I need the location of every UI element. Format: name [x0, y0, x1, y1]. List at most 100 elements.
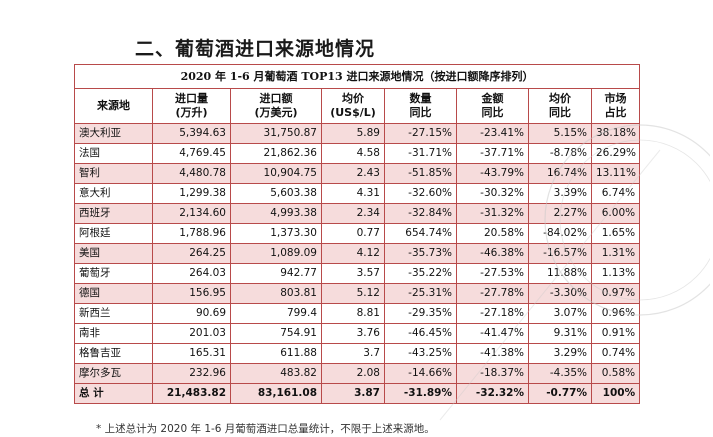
cell-price: 2.08 [321, 363, 385, 384]
table-row: 南非 201.03 754.91 3.76 -46.45% -41.47% 9.31% 0.9… [74, 323, 641, 344]
column-header-line1: 进口额 [259, 92, 293, 105]
cell-origin: 西班牙 [74, 203, 153, 224]
column-header-line2: 同比 [549, 106, 571, 119]
table-row: 智利 4,480.78 10,904.75 2.43 -51.85% -43.79% 16.… [74, 163, 641, 184]
cell-volume: 264.25 [152, 243, 231, 264]
cell-value: 31,750.87 [230, 123, 322, 144]
total-cell-share: 100% [590, 383, 641, 404]
cell-vol-yoy: -27.15% [384, 123, 457, 144]
cell-val-yoy: -18.37% [456, 363, 529, 384]
cell-price-yoy: 3.29% [528, 343, 592, 364]
total-cell-val-yoy: -32.32% [456, 383, 529, 404]
total-cell-vol-yoy: -31.89% [384, 383, 457, 404]
cell-value: 21,862.36 [230, 143, 322, 164]
cell-share: 0.91% [590, 323, 641, 344]
cell-val-yoy: -46.38% [456, 243, 529, 264]
table-row: 阿根廷 1,788.96 1,373.30 0.77 654.74% 20.58% -84.… [74, 223, 641, 244]
cell-price-yoy: -4.35% [528, 363, 592, 384]
cell-volume: 1,299.38 [152, 183, 231, 204]
cell-price: 2.34 [321, 203, 385, 224]
table-row: 美国 264.25 1,089.09 4.12 -35.73% -46.38% -16.57… [74, 243, 641, 264]
cell-volume: 201.03 [152, 323, 231, 344]
import-table-container: 2020 年 1-6 月葡萄酒 TOP13 进口来源地情况（按进口额降序排列） … [73, 64, 641, 404]
cell-vol-yoy: -32.84% [384, 203, 457, 224]
cell-value: 799.4 [230, 303, 322, 324]
cell-price-yoy: 3.39% [528, 183, 592, 204]
column-header: 进口量 (万升) [152, 88, 231, 124]
cell-val-yoy: -30.32% [456, 183, 529, 204]
cell-value: 5,603.38 [230, 183, 322, 204]
total-cell-price: 3.87 [321, 383, 385, 404]
cell-price: 3.7 [321, 343, 385, 364]
table-title: 2020 年 1-6 月葡萄酒 TOP13 进口来源地情况（按进口额降序排列） [73, 64, 641, 89]
column-header: 均价 (US$/L) [321, 88, 385, 124]
cell-volume: 1,788.96 [152, 223, 231, 244]
cell-price-yoy: 5.15% [528, 123, 592, 144]
import-origin-table: 2020 年 1-6 月葡萄酒 TOP13 进口来源地情况（按进口额降序排列） … [73, 64, 641, 404]
column-header-line2: (US$/L) [330, 106, 376, 119]
table-row: 法国 4,769.45 21,862.36 4.58 -31.71% -37.71% -8.… [74, 143, 641, 164]
cell-price: 3.76 [321, 323, 385, 344]
cell-val-yoy: -31.32% [456, 203, 529, 224]
column-header-line2: (万美元) [254, 106, 298, 119]
cell-val-yoy: -41.47% [456, 323, 529, 344]
cell-volume: 165.31 [152, 343, 231, 364]
column-header: 金额 同比 [456, 88, 529, 124]
cell-share: 0.97% [590, 283, 641, 304]
cell-value: 483.82 [230, 363, 322, 384]
cell-vol-yoy: -14.66% [384, 363, 457, 384]
cell-val-yoy: -41.38% [456, 343, 529, 364]
total-cell-price-yoy: -0.77% [528, 383, 592, 404]
column-header-line2: (万升) [175, 106, 208, 119]
cell-share: 1.13% [590, 263, 641, 284]
cell-price: 8.81 [321, 303, 385, 324]
column-header-line1: 金额 [481, 92, 504, 105]
table-row: 西班牙 2,134.60 4,993.38 2.34 -32.84% -31.32% 2.2… [74, 203, 641, 224]
cell-vol-yoy: -35.73% [384, 243, 457, 264]
cell-val-yoy: -27.18% [456, 303, 529, 324]
cell-vol-yoy: -35.22% [384, 263, 457, 284]
column-header-line2: 占比 [604, 106, 627, 119]
cell-share: 0.58% [590, 363, 641, 384]
cell-volume: 2,134.60 [152, 203, 231, 224]
cell-price-yoy: -16.57% [528, 243, 592, 264]
total-row: 总 计 21,483.82 83,161.08 3.87 -31.89% -32.32% -… [74, 383, 641, 404]
cell-price: 5.12 [321, 283, 385, 304]
cell-price: 4.12 [321, 243, 385, 264]
cell-share: 1.65% [590, 223, 641, 244]
cell-volume: 4,480.78 [152, 163, 231, 184]
column-header-line1: 进口量 [175, 92, 208, 105]
cell-val-yoy: 20.58% [456, 223, 529, 244]
cell-volume: 264.03 [152, 263, 231, 284]
cell-price-yoy: -3.30% [528, 283, 592, 304]
column-header: 市场 占比 [590, 88, 641, 124]
cell-val-yoy: -43.79% [456, 163, 529, 184]
cell-value: 611.88 [230, 343, 322, 364]
cell-price-yoy: -84.02% [528, 223, 592, 244]
cell-value: 803.81 [230, 283, 322, 304]
column-header-line1: 均价 [342, 92, 364, 105]
cell-share: 0.74% [590, 343, 641, 364]
cell-volume: 156.95 [152, 283, 231, 304]
column-header: 均价 同比 [528, 88, 592, 124]
cell-share: 6.74% [590, 183, 641, 204]
table-row: 澳大利亚 5,394.63 31,750.87 5.89 -27.15% -23.41% 5… [74, 123, 641, 144]
column-header: 来源地 [74, 88, 153, 124]
cell-val-yoy: -27.78% [456, 283, 529, 304]
cell-price: 5.89 [321, 123, 385, 144]
column-header-line2: 同比 [481, 106, 504, 119]
total-cell-volume: 21,483.82 [152, 383, 231, 404]
cell-val-yoy: -37.71% [456, 143, 529, 164]
table-row: 葡萄牙 264.03 942.77 3.57 -35.22% -27.53% 11.88% 1… [74, 263, 641, 284]
cell-price-yoy: 11.88% [528, 263, 592, 284]
cell-vol-yoy: -29.35% [384, 303, 457, 324]
column-header-line1: 均价 [549, 92, 571, 105]
table-footnote: * 上述总计为 2020 年 1-6 月葡萄酒进口总量统计，不限于上述来源地。 [96, 423, 435, 435]
cell-vol-yoy: -51.85% [384, 163, 457, 184]
table-row: 格鲁吉亚 165.31 611.88 3.7 -43.25% -41.38% 3.29% 0.… [74, 343, 641, 364]
column-header-line1: 数量 [409, 92, 432, 105]
cell-value: 10,904.75 [230, 163, 322, 184]
cell-origin: 葡萄牙 [74, 263, 153, 284]
cell-origin: 德国 [74, 283, 153, 304]
cell-origin: 摩尔多瓦 [74, 363, 153, 384]
